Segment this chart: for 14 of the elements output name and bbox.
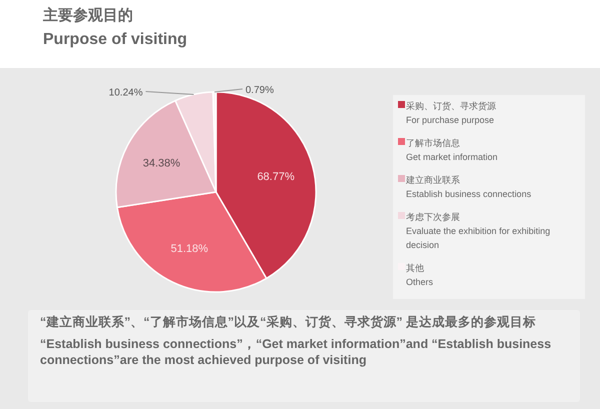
legend-label: 建立商业联系 Establish business connections xyxy=(405,175,532,199)
text: “建立商业联系”、“了解市场信息”以及“采购、订货、寻求货源” 是达成最多的参观目标 xyxy=(40,314,537,330)
legend-label: 其他 Others xyxy=(406,263,434,287)
data-label: 10.24% xyxy=(108,88,143,99)
legend-label: 了解市场信息 Get market information xyxy=(406,138,498,162)
legend-label: 采购、订货、寻求货源 For purchase purpose xyxy=(406,101,496,125)
text: “Establish business connections”，“Get market information”and “Establish business connections”are the most achieved purpose of visiting xyxy=(40,336,552,368)
data-label: 0.79% xyxy=(246,85,274,96)
data-label: 34.38% xyxy=(142,157,180,170)
legend-label: 考虑下次参展 Evaluate the exhibition for exhibiting decision xyxy=(406,212,550,250)
data-label: 51.18% xyxy=(170,242,208,255)
chart-subtitle: Purpose of visiting xyxy=(43,31,188,48)
chart-title: 主要参观目的 xyxy=(42,6,133,24)
data-label: 68.77% xyxy=(257,170,295,183)
